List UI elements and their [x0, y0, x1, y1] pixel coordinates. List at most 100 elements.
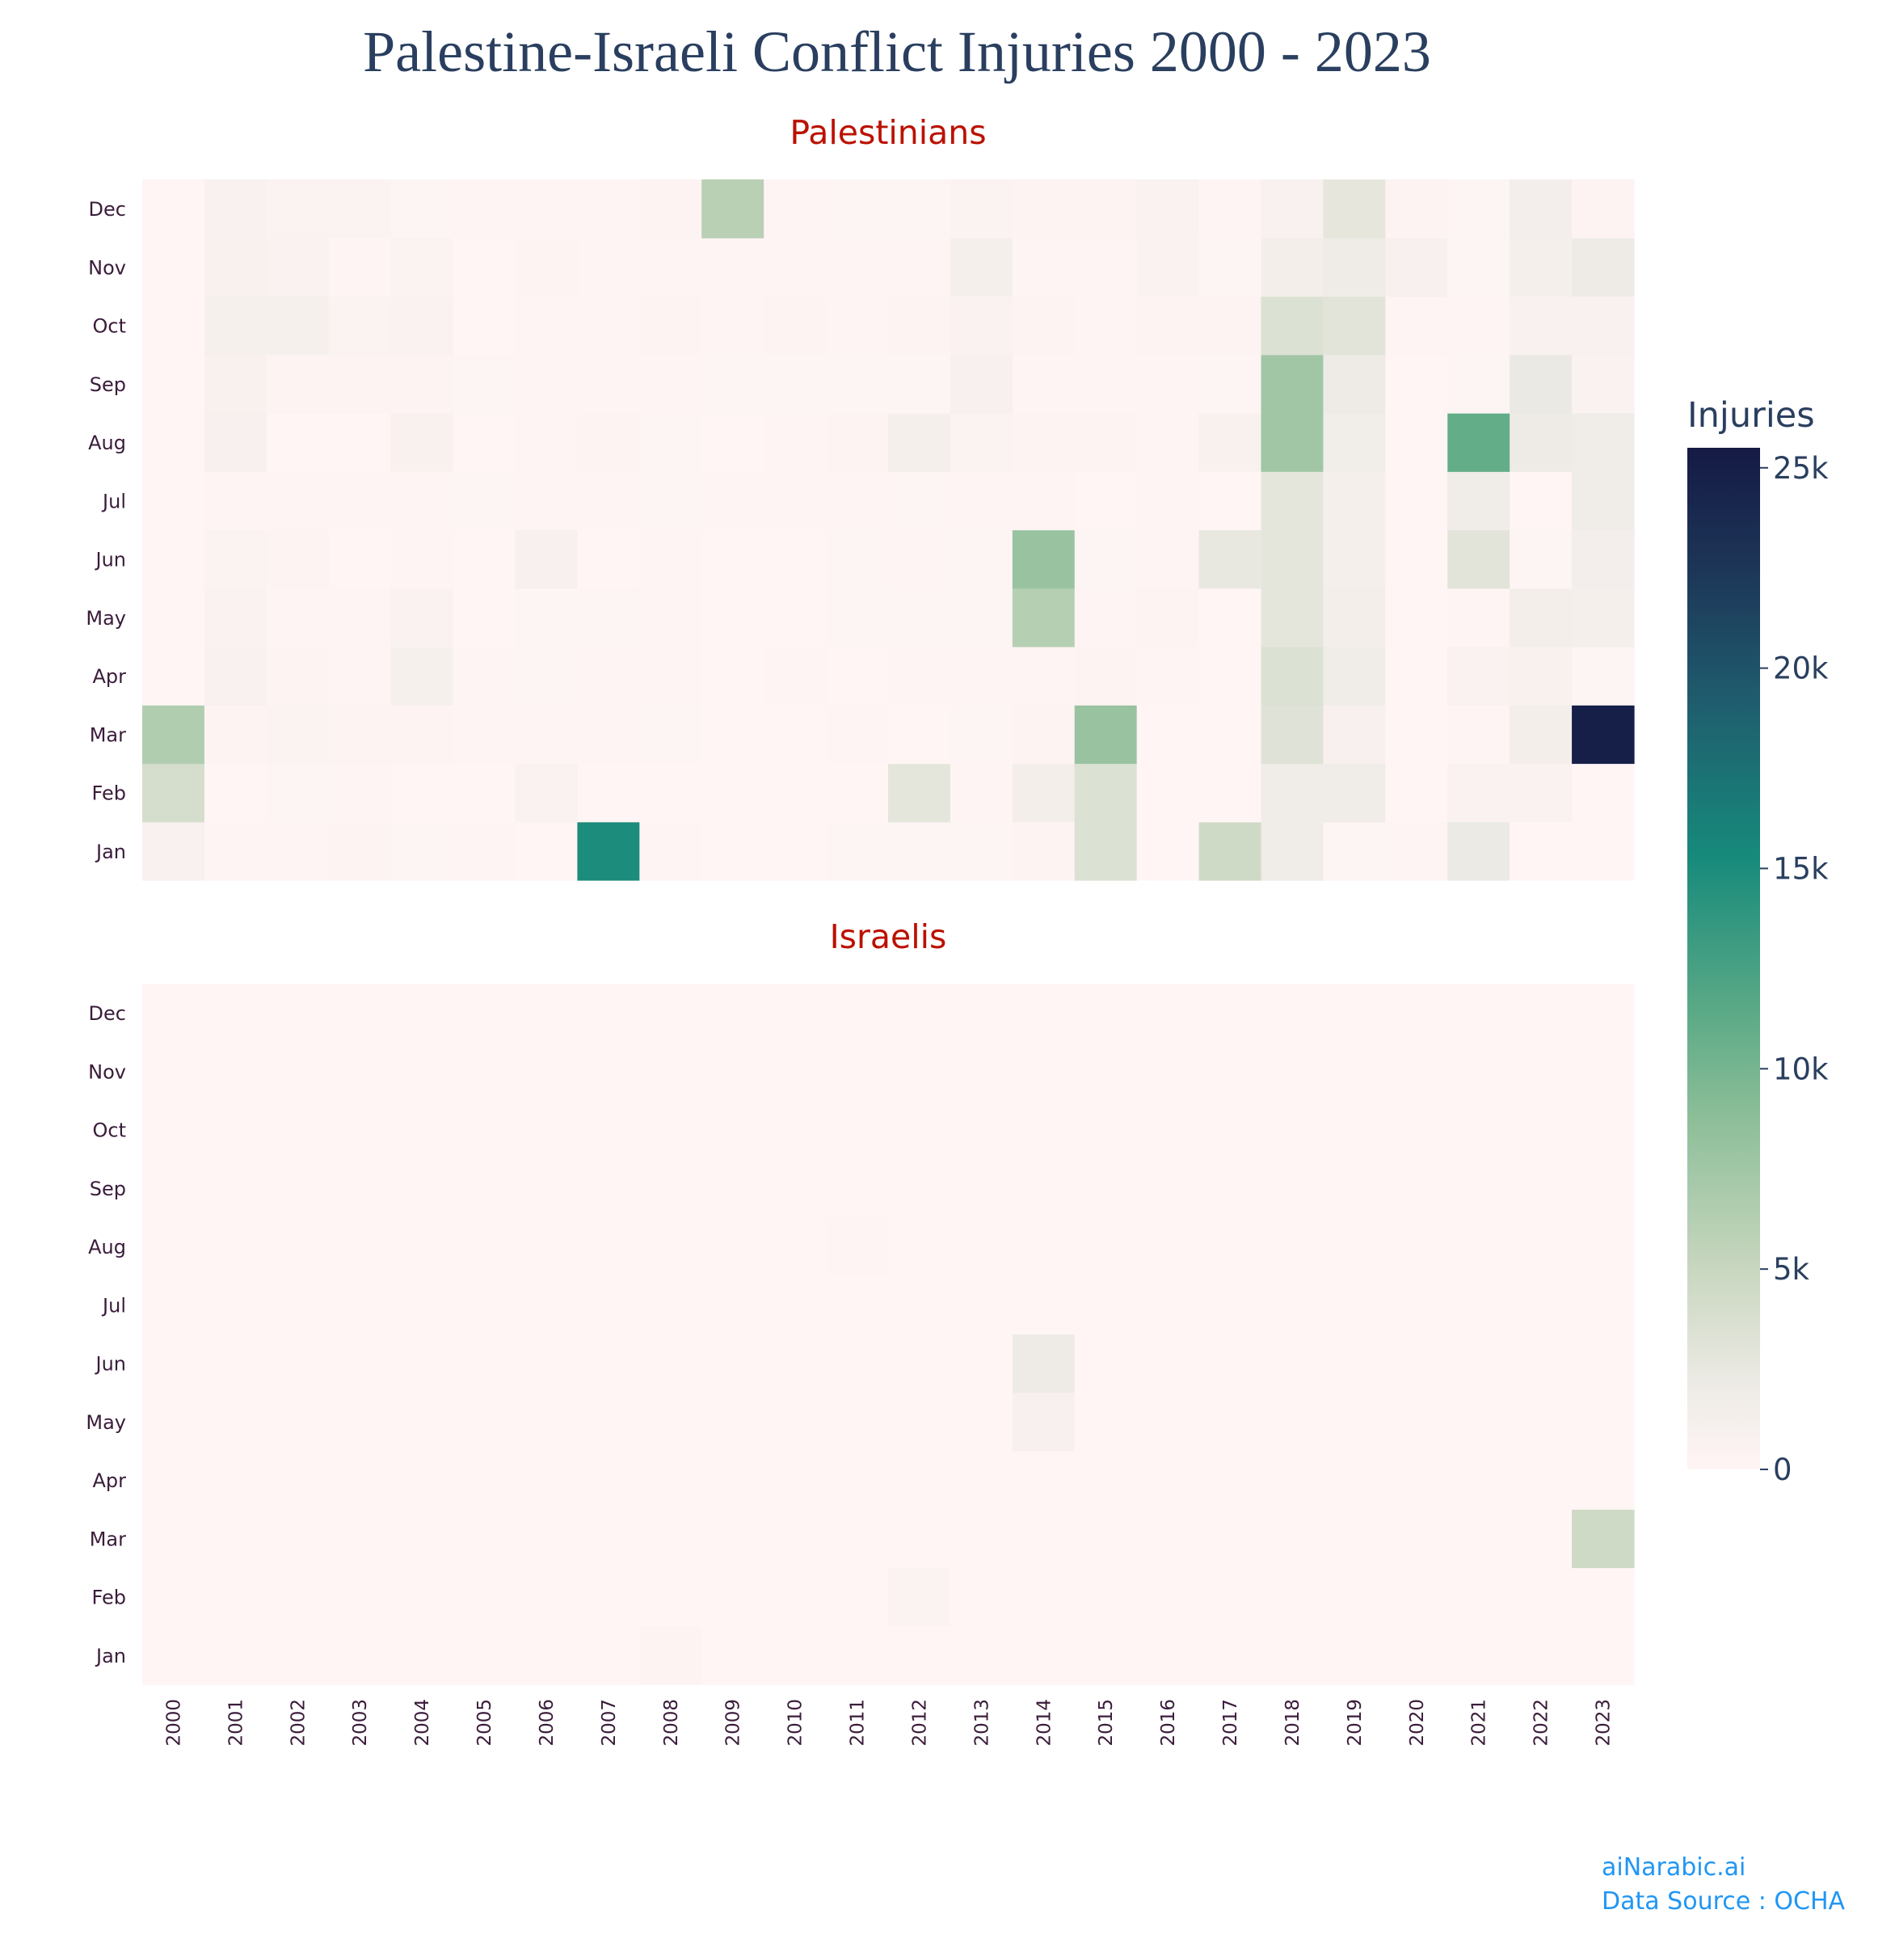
heatmap-cell	[1447, 296, 1510, 356]
heatmap-cell	[826, 296, 889, 356]
heatmap-cell	[701, 588, 764, 647]
heatmap-cell	[390, 1217, 454, 1276]
heatmap-cell	[701, 821, 764, 881]
heatmap-cell	[328, 763, 392, 823]
heatmap-cell	[1198, 1567, 1262, 1627]
heatmap-cell	[826, 763, 889, 823]
heatmap-cell	[453, 354, 516, 414]
heatmap-cell	[266, 705, 330, 765]
heatmap-cell	[639, 1275, 702, 1335]
heatmap-cell	[1012, 647, 1076, 706]
heatmap-cell	[266, 1392, 330, 1452]
heatmap-cell	[764, 1158, 827, 1218]
heatmap-cell	[764, 588, 827, 647]
heatmap-cell	[453, 821, 516, 881]
heatmap-cell	[826, 1625, 889, 1685]
heatmap-cell	[1012, 1625, 1076, 1685]
heatmap-cell	[1074, 1217, 1138, 1276]
heatmap-cell	[1572, 647, 1635, 706]
heatmap-cell	[390, 179, 454, 238]
heatmap-cell	[1136, 413, 1200, 472]
heatmap-cell	[826, 1509, 889, 1569]
heatmap-cell	[1385, 1509, 1448, 1569]
heatmap-cell	[1385, 1042, 1448, 1102]
heatmap-cell	[764, 413, 827, 472]
heatmap-cell	[888, 1567, 951, 1627]
heatmap-cell	[1510, 984, 1573, 1043]
heatmap-cell	[1323, 821, 1386, 881]
heatmap-cell	[639, 296, 702, 356]
heatmap-cell	[701, 647, 764, 706]
heatmap-cell	[390, 588, 454, 647]
y-tick-label: Feb	[92, 1587, 127, 1609]
heatmap-cell	[1510, 238, 1573, 297]
heatmap-cell	[639, 705, 702, 765]
heatmap-cell	[1261, 471, 1324, 531]
heatmap-cell	[1572, 588, 1635, 647]
heatmap-cell	[266, 179, 330, 238]
heatmap-cell	[1012, 296, 1076, 356]
y-tick-label: Feb	[92, 782, 127, 805]
heatmap-cell	[1012, 1334, 1076, 1393]
heatmap-cell	[888, 763, 951, 823]
heatmap-cell	[328, 1100, 392, 1160]
heatmap-cell	[950, 238, 1013, 297]
heatmap-cell	[1136, 588, 1200, 647]
y-tick-label: Apr	[92, 1469, 126, 1492]
heatmap-cell	[1510, 1217, 1573, 1276]
heatmap-cell	[1136, 984, 1200, 1043]
heatmap-cell	[453, 1042, 516, 1102]
heatmap-cell	[1261, 413, 1324, 472]
heatmap-cell	[453, 705, 516, 765]
heatmap-cell	[1136, 1158, 1200, 1218]
heatmap-cell	[826, 821, 889, 881]
heatmap-cell	[1323, 647, 1386, 706]
heatmap-cell	[1447, 647, 1510, 706]
footer-credit: aiNarabic.ai	[1602, 1853, 1746, 1882]
heatmap-cell	[142, 238, 205, 297]
x-tick-label: 2010	[785, 1699, 806, 1747]
heatmap-cell	[453, 296, 516, 356]
heatmap-cell	[639, 354, 702, 414]
heatmap-cell	[826, 354, 889, 414]
colorbar-tick-label: 20k	[1773, 651, 1829, 686]
heatmap-cell	[888, 1451, 951, 1510]
heatmap-cell	[1385, 529, 1448, 589]
heatmap-cell	[1074, 1509, 1138, 1569]
heatmap-cell	[142, 1100, 205, 1160]
x-tick-label: 2018	[1282, 1699, 1303, 1747]
heatmap-cell	[1385, 984, 1448, 1043]
heatmap-cell	[639, 1392, 702, 1452]
heatmap-cell	[701, 1217, 764, 1276]
heatmap-cell	[1385, 1334, 1448, 1393]
heatmap-cell	[1074, 705, 1138, 765]
heatmap-cell	[950, 1392, 1013, 1452]
heatmap-cell	[390, 705, 454, 765]
heatmap-cell	[1198, 588, 1262, 647]
y-tick-label: Dec	[89, 198, 126, 221]
heatmap-cell	[142, 1509, 205, 1569]
heatmap-cell	[204, 705, 267, 765]
heatmap-cell	[577, 588, 640, 647]
heatmap-cell	[1510, 1158, 1573, 1218]
heatmap-cell	[1012, 1042, 1076, 1102]
heatmap-cell	[1510, 1392, 1573, 1452]
heatmap-cell	[950, 471, 1013, 531]
heatmap-cell	[764, 1567, 827, 1627]
heatmap-cell	[826, 984, 889, 1043]
colorbar: Injuries 0 5k 10k 15k 20k 25k	[1687, 395, 1829, 1487]
x-tick-label: 2023	[1594, 1699, 1615, 1747]
heatmap-cell	[826, 1217, 889, 1276]
heatmap-cell	[639, 763, 702, 823]
x-tick-label: 2020	[1407, 1699, 1428, 1747]
heatmap-cell	[1198, 471, 1262, 531]
heatmap-cell	[764, 354, 827, 414]
heatmap-cell	[328, 1217, 392, 1276]
heatmap-cell	[1323, 1509, 1386, 1569]
x-tick-label: 2011	[848, 1699, 869, 1747]
heatmap-cell	[639, 471, 702, 531]
heatmap-cell	[1136, 1625, 1200, 1685]
heatmap-cell	[1447, 1275, 1510, 1335]
heatmap-cell	[390, 1334, 454, 1393]
heatmap-cell	[577, 413, 640, 472]
